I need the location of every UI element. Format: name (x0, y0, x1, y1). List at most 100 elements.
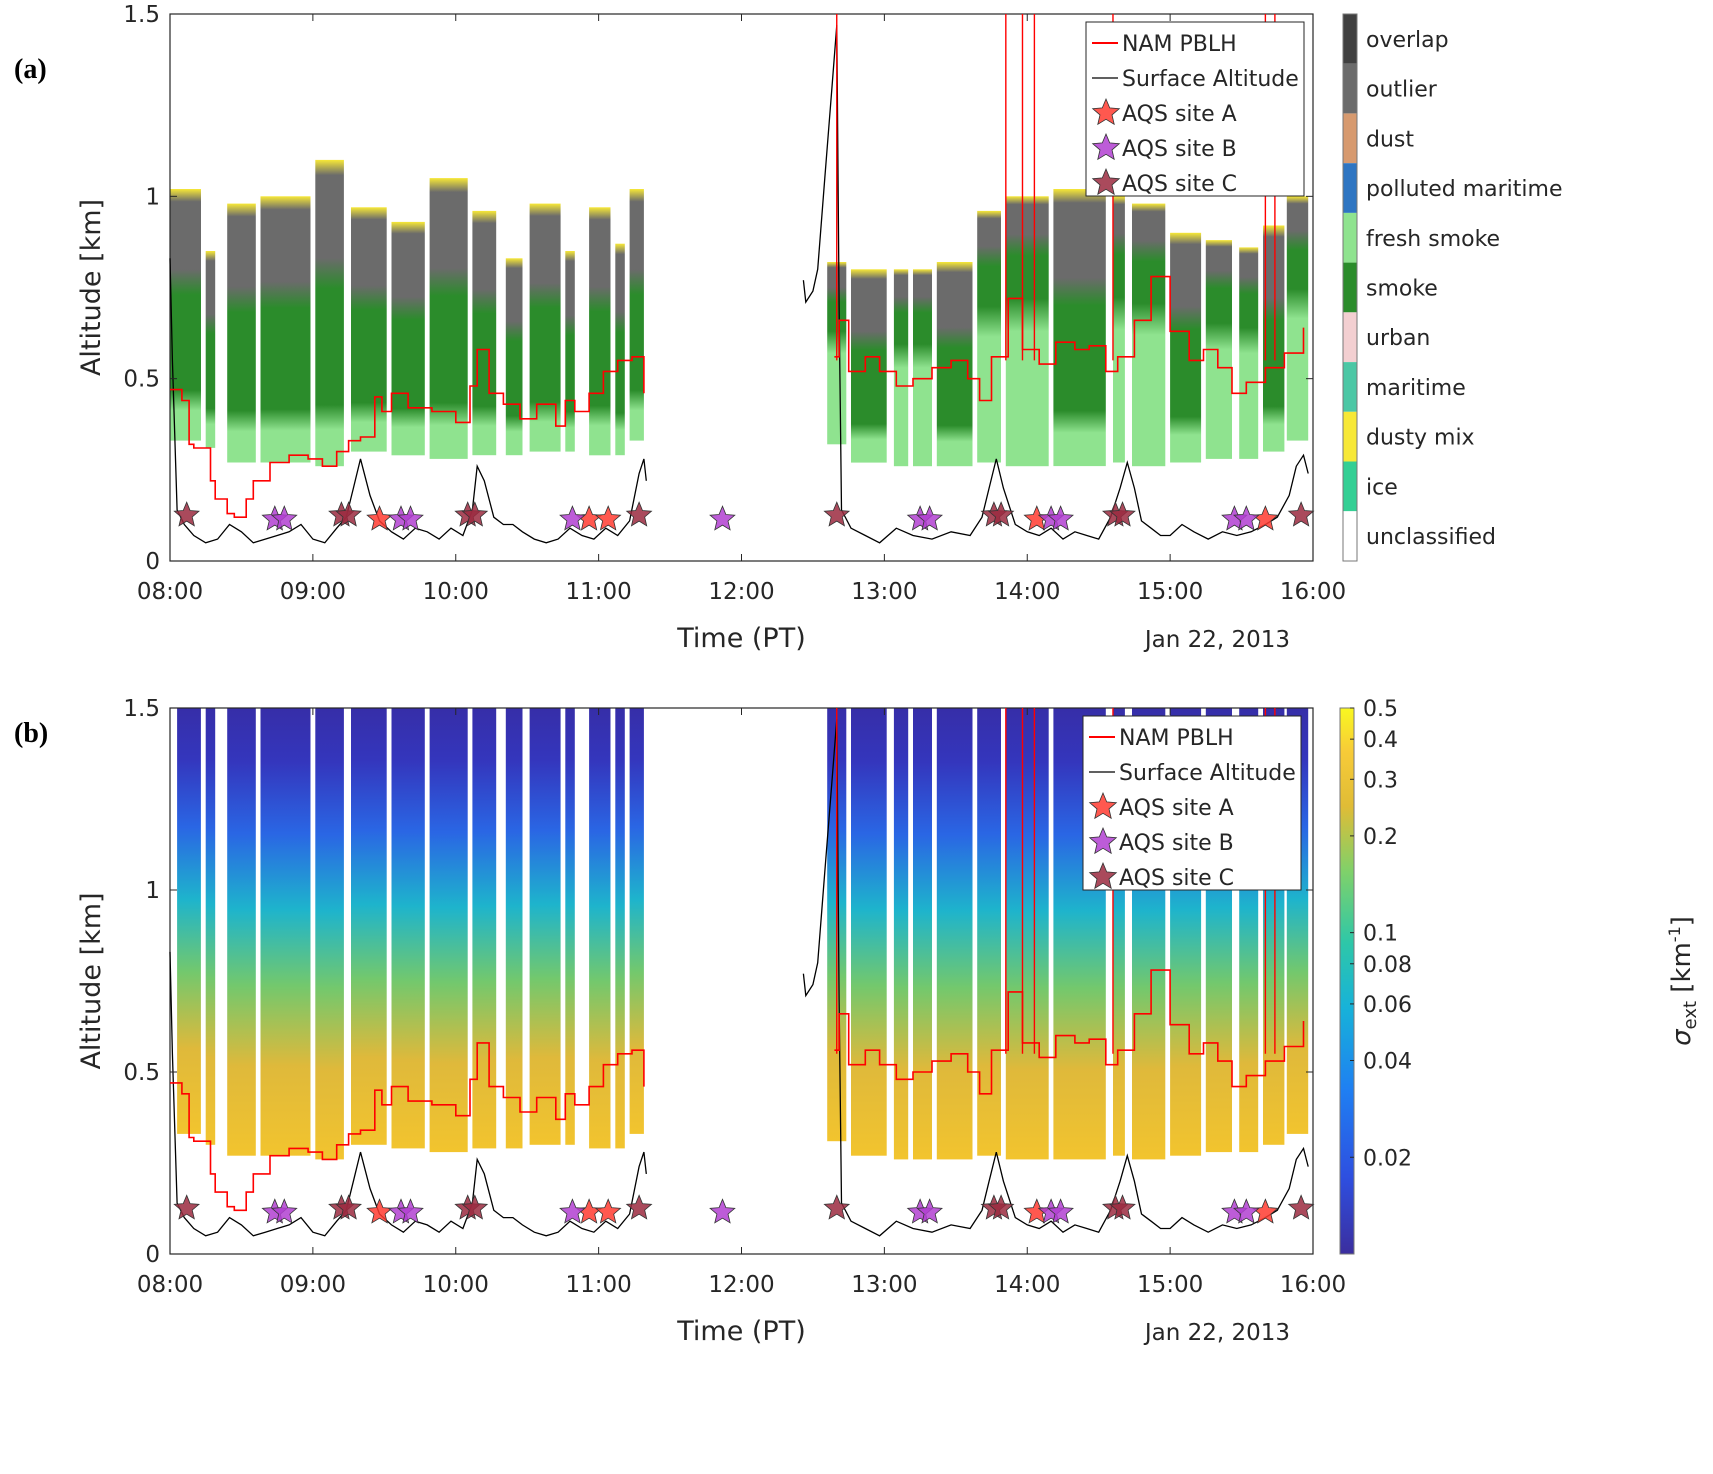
colorbar-swatch (1343, 212, 1357, 263)
aqs-site-c-marker (1109, 1194, 1136, 1220)
curtain-segment (936, 708, 973, 1160)
aqs-site-b-marker (559, 505, 586, 531)
curtain-segment (1132, 203, 1166, 467)
x-tick-label: 13:00 (851, 1272, 917, 1298)
curtain-segment (1005, 708, 1049, 1160)
y-tick-label: 1 (145, 878, 160, 904)
date-label: Jan 22, 2013 (1143, 1320, 1290, 1346)
curtain-segment (629, 189, 644, 441)
colorbar-category-label: overlap (1366, 28, 1449, 53)
colorbar-tick-label: 0.5 (1363, 697, 1398, 722)
curtain-segment (227, 203, 256, 463)
x-tick-label: 10:00 (423, 1272, 489, 1298)
colorbar-swatch (1343, 63, 1357, 114)
curtain-segment (315, 159, 344, 467)
panel-a: 08:00 09:00 10:00 11:00 12:00 13:00 14:00 15:00… (14, 2, 1563, 654)
curtain-segment (913, 269, 932, 467)
colorbar-category-label: unclassified (1366, 525, 1496, 550)
colorbar: 0.5 0.4 0.3 0.2 0.1 0.08 0.06 0.04 0.02 σext [km-… (1339, 697, 1701, 1255)
aqs-site-b-marker (916, 505, 943, 531)
colorbar-gradient (1339, 707, 1355, 1255)
aqs-site-c-marker (625, 1194, 653, 1220)
curtain-segment (1170, 232, 1202, 463)
legend-entry: Surface Altitude (1119, 761, 1296, 786)
legend-star-icon (1088, 861, 1118, 890)
curtain-segment (177, 708, 201, 1134)
aqs-site-b-marker (397, 1198, 424, 1224)
aqs-site-c-marker (335, 501, 362, 527)
y-tick-label: 0.5 (123, 1060, 160, 1086)
aqs-site-b-marker (1047, 505, 1074, 531)
x-tick-label: 10:00 (423, 579, 489, 605)
colorbar-tick-label: 0.3 (1363, 768, 1398, 793)
date-label: Jan 22, 2013 (1143, 627, 1290, 653)
x-tick-label: 11:00 (565, 1272, 631, 1298)
colorbar-swatch (1343, 163, 1357, 213)
panel-label: (b) (14, 718, 48, 749)
legend-entry: Surface Altitude (1122, 67, 1299, 92)
y-tick-label: 0 (145, 1242, 160, 1268)
y-tick-label: 1 (145, 184, 160, 210)
aqs-site-b-marker (559, 1198, 586, 1224)
curtain-segment (851, 269, 887, 463)
aqs-site-b-marker (270, 1198, 298, 1224)
aqs-site-a-marker (594, 505, 622, 531)
legend-box (1082, 715, 1302, 891)
legend-entry: AQS site A (1122, 102, 1237, 127)
colorbar-swatch (1343, 411, 1357, 462)
panel-label: (a) (14, 54, 47, 85)
x-tick-label: 11:00 (565, 579, 631, 605)
colorbar-tick-label: 0.08 (1363, 953, 1412, 978)
x-tick-label: 09:00 (280, 1272, 346, 1298)
legend-star-icon (1091, 132, 1121, 161)
aqs-site-b-marker (270, 505, 298, 531)
aqs-site-c-marker (625, 501, 653, 527)
panel-b: 08:00 09:00 10:00 11:00 12:00 13:00 14:00 15:00… (14, 696, 1701, 1347)
curtain-layer (177, 708, 1309, 1160)
aqs-site-c-marker (823, 1194, 851, 1220)
aqs-site-c-marker (823, 501, 851, 527)
colorbar-swatch (1343, 14, 1357, 64)
nam-pblh-line (170, 348, 645, 518)
nam-pblh-line (170, 1042, 645, 1212)
legend-entry: AQS site C (1122, 172, 1237, 197)
colorbar-swatch (1343, 262, 1357, 313)
colorbar-category-label: fresh smoke (1366, 227, 1500, 252)
colorbar-label-part: ext (1680, 1001, 1701, 1029)
curtain-segment (565, 708, 575, 1145)
x-tick-label: 16:00 (1280, 579, 1346, 605)
curtain-segment (629, 708, 644, 1134)
colorbar-category-label: polluted maritime (1366, 177, 1563, 202)
curtain-segment (351, 708, 387, 1145)
colorbar-swatch (1343, 511, 1357, 561)
colorbar-swatch (1343, 113, 1357, 164)
aqs-site-c-marker (987, 1194, 1015, 1220)
curtain-segment (977, 708, 1001, 1156)
y-tick-label: 0.5 (123, 367, 160, 393)
curtain-segment (227, 708, 256, 1156)
colorbar-category-label: smoke (1366, 277, 1438, 302)
curtain-segment (205, 708, 216, 1145)
colorbar-tick-label: 0.04 (1363, 1050, 1412, 1075)
curtain-segment (391, 221, 425, 456)
legend: NAM PBLH Surface Altitude AQS site A AQS si… (1085, 21, 1305, 197)
x-tick-label: 16:00 (1280, 1272, 1346, 1298)
curtain-segment (505, 258, 523, 456)
curtain-segment (893, 708, 909, 1160)
curtain-segment (615, 708, 625, 1149)
colorbar: overlap outlier dust polluted maritime fresh… (1342, 13, 1563, 562)
curtain-segment (893, 269, 909, 467)
colorbar-category-label: dusty mix (1366, 426, 1475, 451)
x-tick-label: 12:00 (708, 579, 774, 605)
colorbar-category-label: urban (1366, 326, 1430, 351)
colorbar-swatch (1343, 461, 1357, 512)
curtain-layer (170, 159, 1309, 467)
legend-entry: NAM PBLH (1119, 726, 1234, 751)
y-tick-label: 1.5 (123, 696, 160, 722)
curtain-segment (977, 210, 1001, 463)
colorbar-label-part: -1 (1665, 926, 1684, 942)
legend-star-icon (1088, 791, 1118, 820)
curtain-segment (615, 243, 625, 456)
legend-star-icon (1088, 826, 1118, 855)
